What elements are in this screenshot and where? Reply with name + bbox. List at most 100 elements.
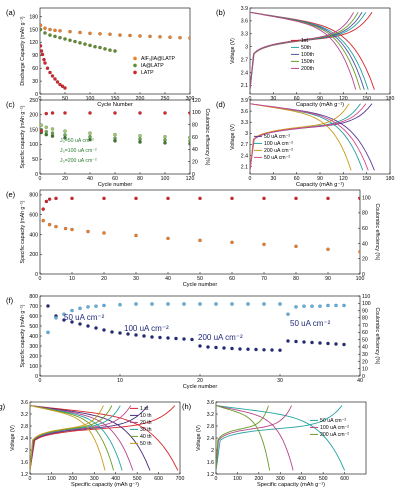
data-point xyxy=(62,318,66,322)
series-line-charge xyxy=(30,405,104,471)
legend-label: 100 uA cm⁻² xyxy=(264,141,293,147)
series-line-charge xyxy=(250,12,355,90)
data-point xyxy=(294,339,298,344)
data-point xyxy=(230,196,234,201)
x-tick-label: 100 xyxy=(86,96,95,102)
data-point xyxy=(222,346,226,350)
x-axis-label: Specific capacity (mAh g⁻¹) xyxy=(71,482,139,488)
panel-label: (d) xyxy=(216,100,226,109)
data-point xyxy=(158,35,162,39)
data-point xyxy=(40,44,43,48)
legend-marker xyxy=(133,70,137,75)
data-point xyxy=(40,27,43,32)
x-tick-label: 150 xyxy=(362,96,371,102)
y-tick-label: 2.8 xyxy=(21,424,28,430)
annotation-label: 200 uA cm⁻² xyxy=(198,333,243,342)
y-tick-label: 3.3 xyxy=(241,120,248,126)
data-point xyxy=(63,129,67,133)
y-tick-label: 0 xyxy=(35,92,38,98)
data-point xyxy=(238,347,242,351)
y2-tick-label: 10 xyxy=(362,367,368,373)
y2-tick-label: 80 xyxy=(362,316,368,322)
x-tick-label: 200 xyxy=(136,96,145,102)
data-point xyxy=(41,218,45,223)
panel-d: (d) 0 30 60 90 120 150 180 2.1 2.4 2.7 3 3.3 3.6 3.9 Ca… xyxy=(216,98,394,188)
data-point xyxy=(60,84,65,88)
y-tick-label: 600 xyxy=(29,213,38,219)
data-point xyxy=(46,304,50,308)
data-point xyxy=(68,29,72,34)
x-tick-label: 300 xyxy=(276,476,285,482)
y2-tick-label: 60 xyxy=(192,135,198,141)
data-point xyxy=(63,111,67,115)
plot-area xyxy=(40,23,190,90)
data-point xyxy=(182,337,186,341)
panel-label: (g) xyxy=(0,402,6,411)
y-axis-label: Voltage (V) xyxy=(196,425,202,451)
x-tick-label: 100 xyxy=(233,476,242,482)
x-tick-label: 60 xyxy=(229,276,235,282)
legend-label: AlF₃|IA@LATP xyxy=(141,56,176,62)
y2-tick-label: 120 xyxy=(192,98,201,104)
panel-label: (b) xyxy=(216,8,226,17)
data-point xyxy=(118,303,122,307)
y-tick-label: 2.4 xyxy=(241,70,248,76)
x-tick-label: 20 xyxy=(101,276,107,282)
data-point xyxy=(163,141,167,145)
data-point xyxy=(98,32,102,36)
data-point xyxy=(93,45,97,49)
x-tick-label: 20 xyxy=(62,176,68,182)
x-tick-label: 100 xyxy=(161,176,170,182)
series-line-discharge xyxy=(30,405,134,471)
data-point xyxy=(40,23,43,27)
y-tick-label: 3.6 xyxy=(241,19,248,25)
series-line-discharge xyxy=(250,11,357,90)
data-point xyxy=(88,43,92,48)
x-tick-label: 500 xyxy=(319,476,328,482)
data-point xyxy=(102,303,106,308)
data-point xyxy=(118,331,122,335)
data-point xyxy=(40,123,43,127)
series-line-discharge xyxy=(30,405,179,471)
legend-label: 50 th xyxy=(140,441,152,447)
y-axis-label: Voltage (V) xyxy=(10,425,16,451)
y-tick-label: 1.2 xyxy=(207,472,214,478)
x-tick-label: 600 xyxy=(154,476,163,482)
y2-tick-label: 50 xyxy=(362,337,368,343)
y-tick-label: 150 xyxy=(29,127,38,133)
data-point xyxy=(47,197,52,201)
data-point xyxy=(230,346,234,351)
y2-tick-label: 70 xyxy=(362,323,368,329)
data-point xyxy=(278,348,282,352)
y2-tick-label: 0 xyxy=(192,172,195,178)
y-tick-label: 700 xyxy=(29,304,38,310)
y-tick-label: 120 xyxy=(29,40,38,46)
y2-tick-label: 20 xyxy=(362,359,368,365)
y2-tick-label: 40 xyxy=(192,147,198,153)
series-line-discharge xyxy=(30,405,115,471)
data-point xyxy=(198,302,202,306)
y-tick-label: 2 xyxy=(25,448,28,454)
data-point xyxy=(110,330,114,334)
data-point xyxy=(102,231,106,235)
x-tick-label: 40 xyxy=(87,176,93,182)
panel-f: (f)0 10 20 30 400100200300400500600700800010… xyxy=(6,294,380,390)
legend-label: 50 uA cm⁻² xyxy=(264,134,290,140)
data-point xyxy=(88,131,92,135)
data-point xyxy=(134,233,138,238)
x-tick-label: 30 xyxy=(270,96,276,102)
data-point xyxy=(108,48,112,52)
data-point xyxy=(50,134,55,138)
data-point xyxy=(150,335,154,339)
data-point xyxy=(102,328,106,332)
x-tick-label: 0 xyxy=(249,176,252,182)
y-tick-label: 200 xyxy=(29,354,38,360)
series-line-charge xyxy=(216,405,269,471)
data-point xyxy=(78,30,82,35)
y2-tick-label: 20 xyxy=(192,159,198,165)
y-tick-label: 400 xyxy=(29,232,38,238)
legend-label: 50 uA cm⁻² xyxy=(264,155,290,161)
data-point xyxy=(50,74,55,78)
data-point xyxy=(262,348,266,352)
data-point xyxy=(254,347,258,352)
